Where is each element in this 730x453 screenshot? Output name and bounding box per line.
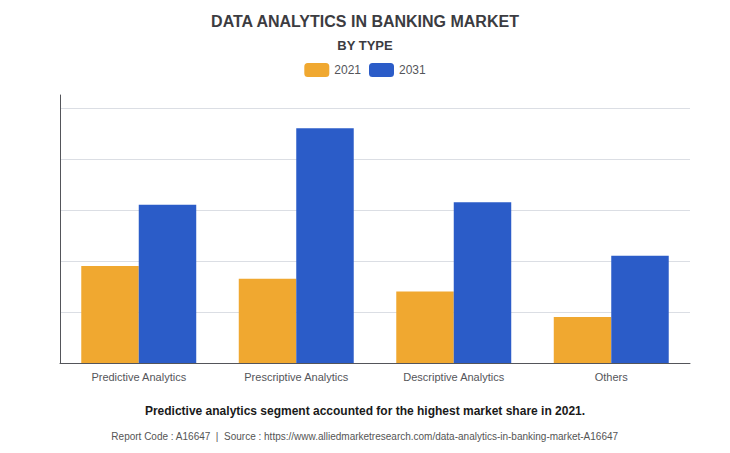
svg-text:2021: 2021 (334, 63, 361, 77)
svg-text:Report Code : A16647 | Sourc: Report Code : A16647 | Source : https://… (111, 431, 618, 442)
svg-text:Predictive analytics segment a: Predictive analytics segment accounted f… (145, 404, 585, 418)
svg-text:Descriptive Analytics: Descriptive Analytics (403, 371, 504, 383)
svg-text:Predictive Analytics: Predictive Analytics (91, 371, 186, 383)
svg-text:BY TYPE: BY TYPE (337, 38, 393, 53)
svg-text:DATA ANALYTICS IN BANKING MARK: DATA ANALYTICS IN BANKING MARKET (211, 13, 519, 30)
svg-text:2031: 2031 (399, 63, 426, 77)
svg-text:Others: Others (595, 371, 629, 383)
svg-text:Prescriptive Analytics: Prescriptive Analytics (244, 371, 348, 383)
